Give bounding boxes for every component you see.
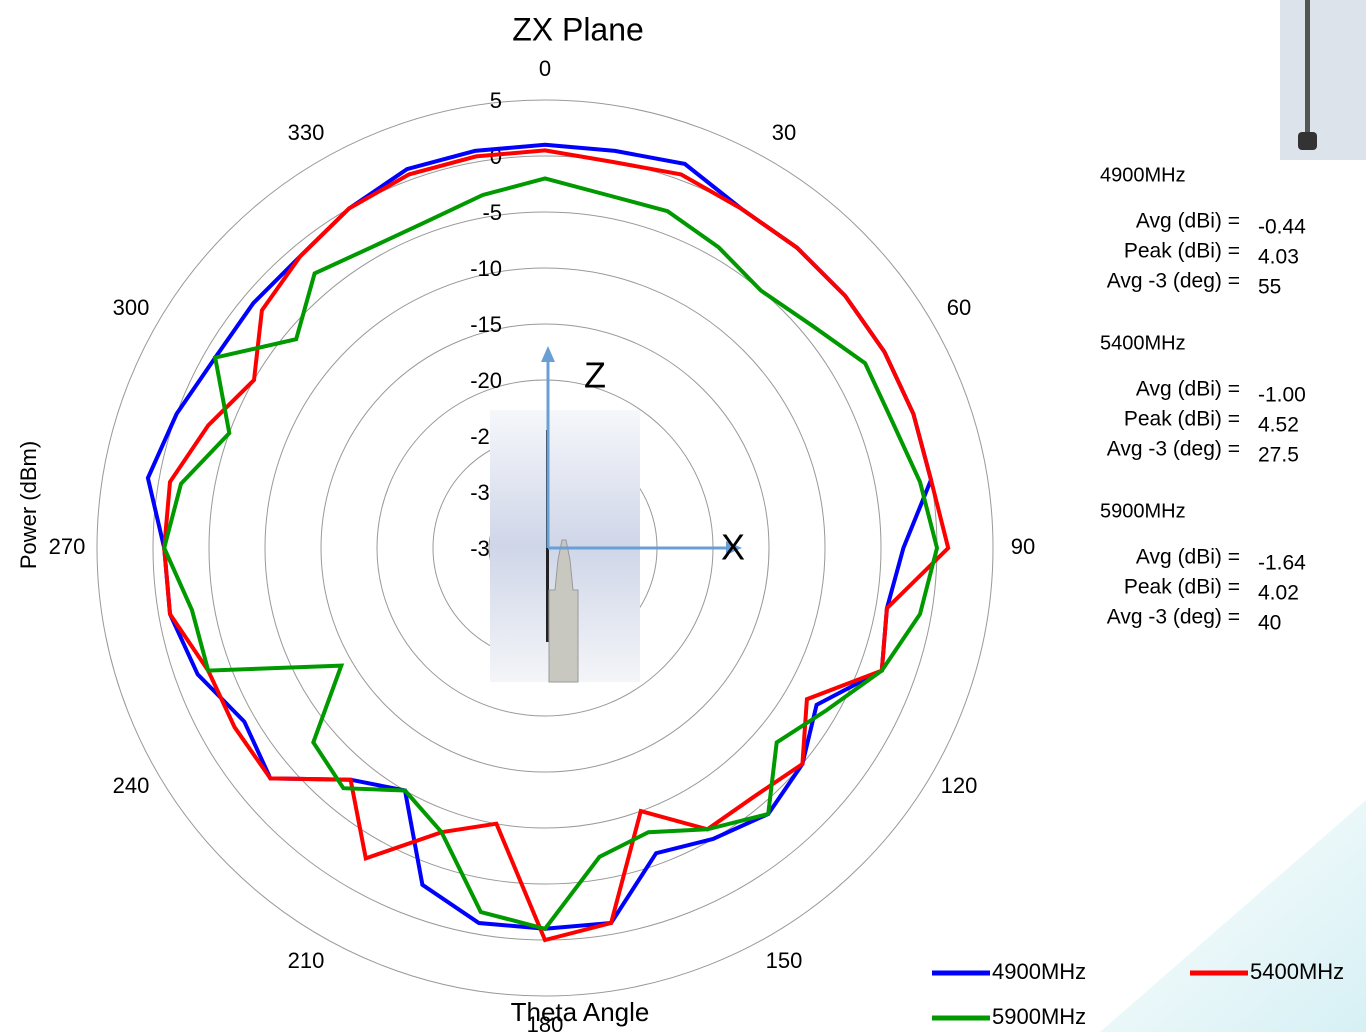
r-tick-label: -20	[470, 368, 502, 393]
theta-tick-label: 270	[49, 534, 86, 559]
legend-label: 5400MHz	[1250, 959, 1344, 984]
series-lines	[145, 142, 951, 943]
stats-label: Peak (dBi) =	[1124, 576, 1240, 599]
stats-value: -1.00	[1258, 384, 1306, 407]
stats-panel: 4900MHz Avg (dBi) = -0.44 Peak (dBi) = 4.03 A…	[1100, 164, 1306, 634]
theta-tick-label: 330	[288, 120, 325, 145]
series-line	[162, 148, 951, 943]
stats-label: Avg -3 (deg) =	[1107, 270, 1240, 293]
grid-ring	[208, 211, 882, 885]
series-line	[162, 176, 940, 932]
theta-tick-label: 180	[527, 1012, 564, 1032]
theta-tick-label: 60	[947, 295, 971, 320]
grid-ring	[320, 323, 770, 773]
stats-value: 4.02	[1258, 582, 1299, 605]
stats-value: -1.64	[1258, 552, 1306, 575]
stats-band: 5900MHz	[1100, 500, 1186, 522]
stats-band: 4900MHz	[1100, 164, 1186, 186]
stats-label: Peak (dBi) =	[1124, 408, 1240, 431]
x-label: X	[721, 527, 745, 568]
z-label: Z	[584, 355, 606, 396]
stats-label: Avg (dBi) =	[1136, 210, 1240, 233]
r-tick-label: -10	[470, 256, 502, 281]
stats-value: 4.52	[1258, 414, 1299, 437]
corner-decoration	[1100, 800, 1366, 1032]
theta-tick-label: 120	[941, 773, 978, 798]
x-arrow-head	[726, 541, 742, 555]
theta-tick-label: 0	[539, 56, 551, 81]
legend: 4900MHz 5400MHz 5900MHz	[932, 959, 1344, 1029]
antenna-rod	[1305, 0, 1310, 135]
x-axis-label: Theta Angle	[511, 997, 650, 1027]
inset-antenna	[548, 539, 579, 683]
stats-value: 55	[1258, 276, 1281, 299]
stats-value: -0.44	[1258, 216, 1306, 239]
stats-label: Peak (dBi) =	[1124, 240, 1240, 263]
inset-picture: Z X	[490, 346, 745, 683]
grid-ring	[96, 99, 994, 997]
grid-ring	[264, 267, 826, 829]
chart-title: ZX Plane	[512, 11, 644, 47]
z-arrow-head	[541, 346, 555, 362]
antenna-base	[1298, 132, 1317, 150]
stats-value: 27.5	[1258, 444, 1299, 467]
r-tick-label: -15	[470, 312, 502, 337]
legend-label: 5900MHz	[992, 1004, 1086, 1029]
theta-tick-label: 240	[113, 773, 150, 798]
y-axis-label: Power (dBm)	[16, 441, 41, 569]
stats-label: Avg (dBi) =	[1136, 378, 1240, 401]
theta-tick-label: 210	[288, 948, 325, 973]
stats-band: 5400MHz	[1100, 332, 1186, 354]
stats-value: 4.03	[1258, 246, 1299, 269]
theta-tick-label: 90	[1011, 534, 1035, 559]
theta-tick-label: 30	[772, 120, 796, 145]
stats-label: Avg -3 (deg) =	[1107, 606, 1240, 629]
stats-label: Avg (dBi) =	[1136, 546, 1240, 569]
r-tick-label: 5	[490, 88, 502, 113]
theta-tick-label: 300	[113, 295, 150, 320]
legend-label: 4900MHz	[992, 959, 1086, 984]
stats-value: 40	[1258, 612, 1281, 635]
theta-tick-label: 150	[766, 948, 803, 973]
r-tick-label: -5	[482, 200, 502, 225]
stats-label: Avg -3 (deg) =	[1107, 438, 1240, 461]
antenna-photo	[1280, 0, 1366, 160]
